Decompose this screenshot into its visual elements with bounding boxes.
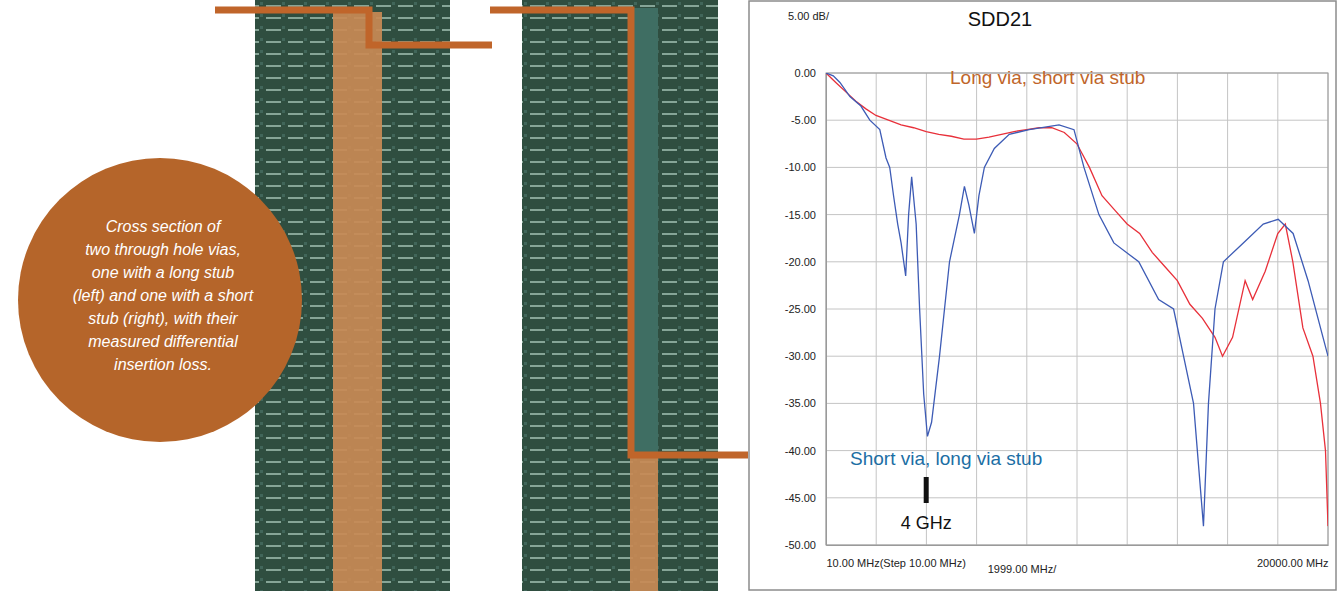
x-axis: 10.00 MHz(Step 10.00 MHz) 20000.00 MHz [827,545,1329,569]
y-tick-label: -40.00 [785,445,816,457]
x-tick: 10.00 MHz(Step 10.00 MHz) [827,545,966,569]
frequency-marker [924,477,929,503]
y-tick-label: -5.00 [791,114,816,126]
y-tick-label: -15.00 [785,209,816,221]
x-grid-line [1227,73,1228,545]
y-tick: -20.00 [785,256,826,268]
callout-text: (left) and one with a short [73,287,254,304]
chart-title: SDD21 [968,8,1032,30]
callout-text: two through hole vias, [85,241,241,258]
y-tick-label: -10.00 [785,161,816,173]
callout-text: Cross section of [106,218,222,235]
x-grid-line [926,73,927,545]
callout-text: one with a long stub [92,264,234,281]
y-tick-label: 0.00 [795,67,816,79]
via-barrel-long-stub [333,12,382,591]
y-tick: -35.00 [785,397,826,409]
section-photo-short-stub [522,0,718,591]
y-tick: -25.00 [785,303,826,315]
x-scale-label: 1999.00 MHz/ [988,563,1057,575]
x-grid-line [1127,73,1128,545]
y-tick: -10.00 [785,161,826,173]
y-axis: 0.00 -5.00 -10.00 -15.00 -20.00 -25.00 -30.00 -… [785,67,827,551]
y-tick: -15.00 [785,209,826,221]
x-tick-label: 20000.00 MHz [1257,557,1329,569]
y-tick-label: -30.00 [785,350,816,362]
figure: Cross section of two through hole vias, on… [0,0,1338,591]
chart-frame [749,1,1336,590]
y-axis-line [826,74,827,546]
x-tick: 20000.00 MHz [1257,545,1329,569]
callout-circle [18,158,302,442]
trace-overlay [490,10,748,455]
series-label: Long via, short via stub [950,67,1145,88]
x-tick-label: 10.00 MHz(Step 10.00 MHz) [827,557,966,569]
plot-frame [826,73,1328,545]
x-axis-line [827,545,1329,546]
callout-text: measured differential [88,333,238,350]
y-tick-label: -20.00 [785,256,816,268]
y-tick-label: -25.00 [785,303,816,315]
y-tick: -50.00 [785,539,826,551]
grid [826,73,1328,545]
y-tick-label: -50.00 [785,539,816,551]
y-tick-label: -45.00 [785,492,816,504]
y-tick: -40.00 [785,445,826,457]
x-grid-line [1177,73,1178,545]
x-grid-line [976,73,977,545]
trace-overlay [215,10,492,45]
y-tick: -45.00 [785,492,826,504]
y-tick: -30.00 [785,350,826,362]
cross-sections: Cross section of two through hole vias, on… [18,0,748,591]
via-stub-short [630,455,658,591]
chart: SDD21 5.00 dB/0.00 -5.00 -10.00 -15.00 -20.00… [749,1,1336,590]
x-grid-line [876,73,877,545]
y-scale-label: 5.00 dB/ [788,10,830,22]
y-tick: 0.00 [795,67,826,79]
y-tick-label: -35.00 [785,397,816,409]
callout-text: insertion loss. [114,356,212,373]
series-line [826,73,1328,526]
frequency-label: 4 GHz [901,513,952,533]
y-tick: -5.00 [791,114,826,126]
series-label: Short via, long via stub [850,448,1042,469]
x-grid-line [1026,73,1027,545]
plot-area [826,73,1328,526]
x-grid-line [1277,73,1278,545]
callout-text: stub (right), with their [88,310,238,327]
series-line [826,73,1328,526]
